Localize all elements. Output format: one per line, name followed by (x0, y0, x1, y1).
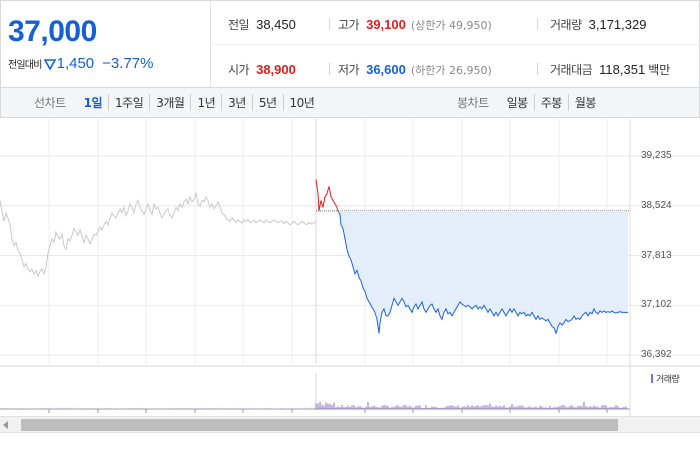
tab-candle-0[interactable]: 일봉 (506, 96, 529, 110)
stat-label: 고가 (338, 18, 360, 32)
quote-stats: 전일 38,450 고가 39,100 (상한가 49,950) 거래량 3,1… (212, 1, 700, 88)
chart-scrollbar[interactable] (0, 416, 700, 433)
y-tick-label: 39,235 (641, 150, 672, 161)
divider (537, 63, 538, 75)
tab-period-3[interactable]: 1년 (190, 94, 221, 111)
divider (537, 18, 538, 30)
tab-period-1[interactable]: 1주일 (108, 94, 149, 111)
price-line-down (337, 210, 628, 336)
stat-volume: 거래량 3,171,329 (550, 16, 646, 33)
y-tick-label: 36,392 (641, 349, 672, 360)
stat-prev-close: 전일 38,450 (228, 16, 296, 33)
y-tick-label: 38,524 (641, 199, 672, 211)
stat-label: 저가 (338, 63, 360, 77)
price-line-up (315, 179, 339, 212)
divider (329, 63, 330, 75)
stat-value: 38,450 (256, 17, 296, 32)
stat-value: 3,171,329 (588, 17, 647, 32)
candle-chart-title: 봉차트 (457, 96, 489, 110)
chart-period-tabs: 선차트 1일 1주일 3개월 1년 3년 5년 10년 봉차트 일봉 주봉 월봉 (0, 88, 700, 118)
tab-candle-1[interactable]: 주봉 (533, 94, 568, 111)
stat-value: 39,100 (366, 17, 406, 32)
line-chart-title: 선차트 (34, 96, 66, 110)
upper-limit: (상한가 49,950) (410, 19, 492, 32)
stat-label: 거래대금 (550, 63, 593, 77)
scroll-thumb[interactable] (21, 419, 618, 431)
tab-period-4[interactable]: 3년 (221, 94, 252, 111)
stat-value: 38,900 (256, 62, 296, 77)
stat-high: 고가 39,100 (상한가 49,950) (338, 16, 492, 33)
change-label: 전일대비 (8, 60, 42, 71)
tab-period-0[interactable]: 1일 (83, 96, 103, 110)
prev-day-price-line (0, 191, 317, 278)
y-tick-label: 37,813 (641, 249, 672, 261)
volume-legend: 거래량 (651, 372, 680, 385)
stat-unit: 백만 (648, 63, 671, 77)
row-divider (212, 44, 700, 45)
divider (329, 18, 330, 30)
quote-panel: 37,000 전일대비 1,450 −3.77% 전일 38,450 고가 39… (0, 0, 700, 88)
tab-candle-2[interactable]: 월봉 (567, 94, 602, 111)
stat-value: 36,600 (366, 62, 406, 77)
tab-period-5[interactable]: 5년 (251, 94, 283, 111)
stat-label: 전일 (228, 18, 250, 32)
scroll-left-arrow-icon[interactable] (3, 421, 8, 429)
line-chart-tabs: 선차트 1일 1주일 3개월 1년 3년 5년 10년 (34, 88, 320, 117)
down-triangle-icon (43, 58, 56, 70)
volume-legend-label: 거래량 (656, 375, 680, 385)
down-area-fill (338, 210, 628, 334)
change-value: 1,450 (56, 55, 95, 72)
current-price-box: 37,000 전일대비 1,450 −3.77% (1, 1, 211, 88)
tab-period-6[interactable]: 10년 (282, 94, 321, 111)
price-chart-svg (0, 119, 700, 417)
intraday-chart: 39,235 38,524 37,813 37,102 36,392 거래량 (0, 119, 700, 450)
stat-trade-value: 거래대금 118,351 백만 (550, 61, 670, 78)
volume-swatch (651, 374, 653, 383)
stat-low: 저가 36,600 (하한가 26,950) (338, 61, 492, 78)
tab-period-2[interactable]: 3개월 (149, 94, 190, 111)
lower-limit: (하한가 26,950) (410, 64, 492, 77)
stat-value: 118,351 (599, 62, 646, 77)
candle-chart-tabs: 봉차트 일봉 주봉 월봉 (457, 88, 602, 117)
stat-label: 거래량 (550, 18, 582, 32)
change-percent: −3.77% (102, 55, 154, 72)
y-tick-label: 37,102 (641, 299, 672, 311)
change-line: 전일대비 1,450 −3.77% (8, 55, 153, 72)
stat-open: 시가 38,900 (228, 61, 296, 78)
current-price: 37,000 (8, 15, 97, 48)
stat-label: 시가 (228, 63, 250, 77)
